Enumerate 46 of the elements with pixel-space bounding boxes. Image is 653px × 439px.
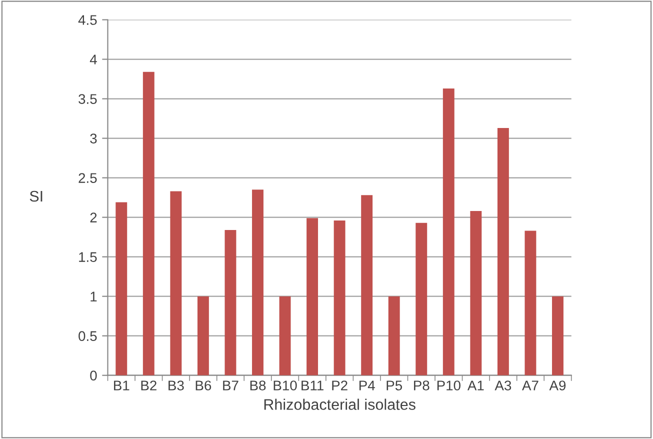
x-tick-label: B2 — [141, 380, 156, 390]
x-tick-label: B11 — [302, 380, 324, 390]
bar — [306, 218, 318, 376]
x-tick-label: P8 — [414, 380, 430, 390]
y-tick-label: 3.5 — [78, 94, 97, 104]
bar — [442, 88, 454, 376]
x-tick-label: P5 — [386, 380, 402, 390]
bar — [552, 296, 564, 376]
bar — [361, 195, 373, 376]
y-tick-label: 0 — [90, 370, 97, 381]
bar — [116, 202, 128, 376]
bar — [279, 296, 291, 376]
x-tick-label: B6 — [196, 380, 212, 390]
x-tick-label: P10 — [437, 380, 460, 390]
y-tick-label: 2.5 — [78, 173, 97, 183]
x-tick-label: B10 — [274, 380, 297, 390]
x-tick-label: A9 — [549, 380, 566, 390]
bar — [197, 296, 209, 376]
bar — [334, 220, 346, 376]
bar — [416, 222, 428, 376]
x-tick-label: A1 — [467, 380, 484, 390]
y-tick-label: 4.5 — [78, 15, 97, 25]
x-tick-label: A7 — [522, 380, 538, 390]
x-tick-label: A3 — [494, 380, 512, 390]
bar — [224, 230, 236, 376]
x-tick-label: B8 — [250, 380, 266, 390]
y-tick-label: 1 — [90, 292, 97, 302]
bar — [142, 72, 154, 376]
bar — [524, 230, 536, 376]
y-tick-label: 2 — [90, 212, 97, 222]
y-tick-label: 0.5 — [78, 331, 97, 342]
y-tick-label: 3 — [90, 134, 97, 144]
y-tick-label: 1.5 — [79, 252, 97, 262]
x-tick-label: B7 — [223, 380, 238, 390]
bar — [470, 210, 482, 376]
x-axis-title: Rhizobacterial isolates — [264, 398, 416, 410]
x-tick-label: B3 — [168, 380, 184, 390]
bar — [252, 190, 264, 376]
bar — [497, 128, 509, 376]
y-tick-label: 4 — [90, 54, 97, 64]
bar — [388, 296, 400, 376]
x-tick-label: B1 — [114, 380, 130, 390]
x-tick-label: P2 — [332, 380, 348, 390]
x-tick-label: P4 — [359, 380, 375, 390]
bar — [170, 191, 182, 376]
y-axis-title: SI — [30, 190, 42, 202]
